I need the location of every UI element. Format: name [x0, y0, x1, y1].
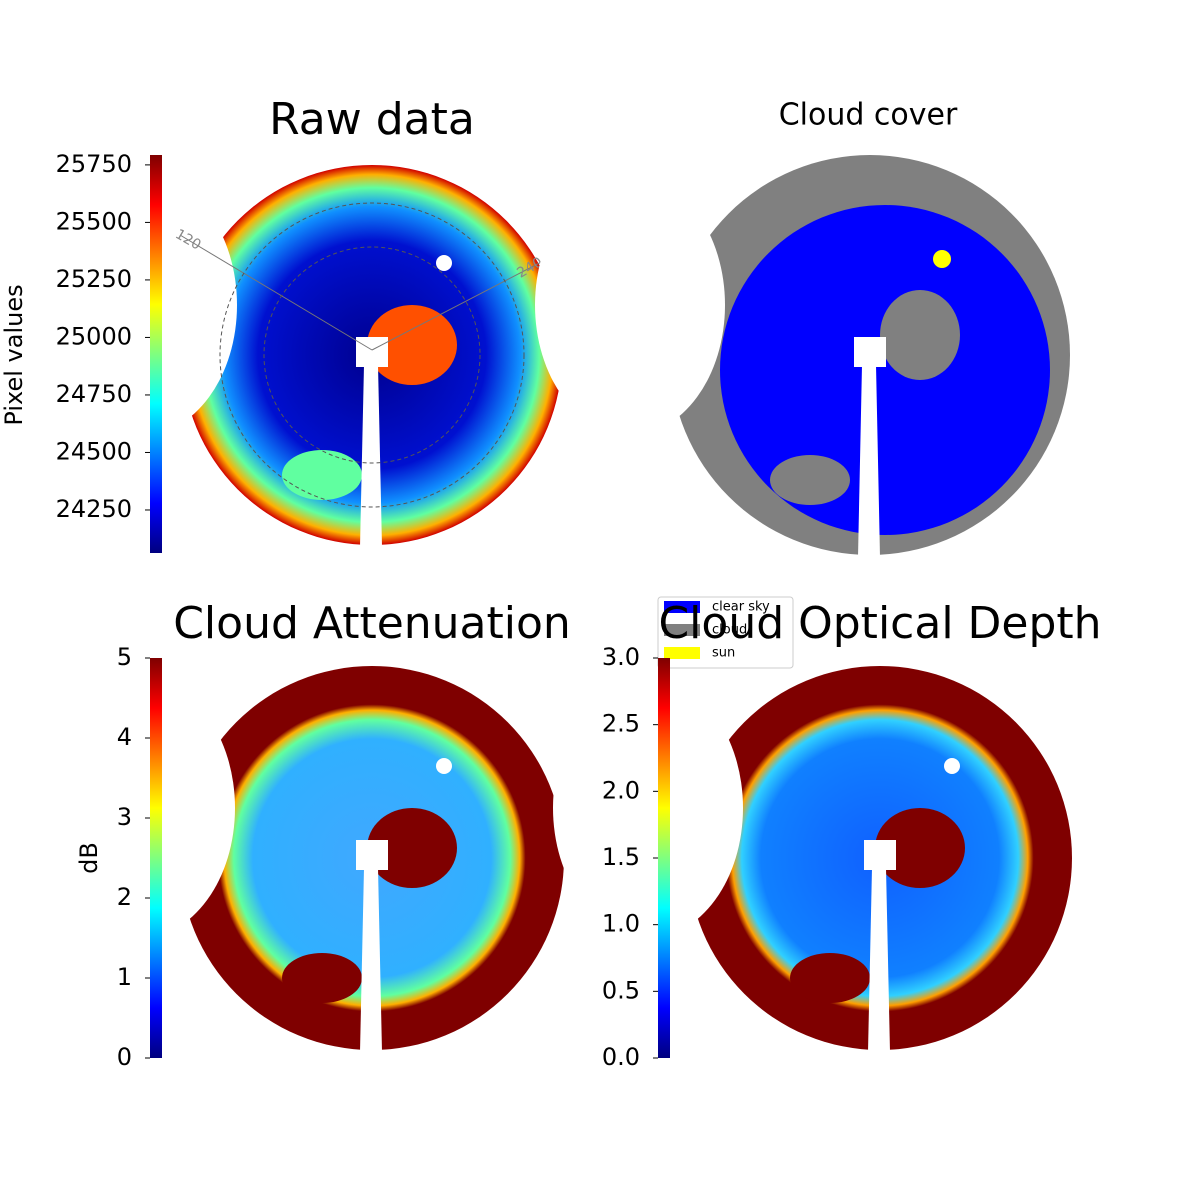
- colorbar-tick-label: 25000: [56, 322, 132, 350]
- mast-head: [864, 840, 896, 870]
- panel-title: Cloud Optical Depth: [658, 598, 1101, 649]
- colorbar-tick-label: 25500: [56, 207, 132, 235]
- legend-swatch: [664, 647, 700, 659]
- mast: [360, 365, 382, 547]
- colorbar-tick-label: 2.0: [602, 776, 640, 804]
- sun-spot: [436, 255, 452, 271]
- elevation-ring: [263, 246, 481, 464]
- colorbar-tick-label: 1.0: [602, 910, 640, 938]
- colorbar: [150, 155, 162, 553]
- occlusion: [553, 678, 743, 938]
- colorbar-tick-label: 3: [117, 803, 132, 831]
- azimuth-line: [179, 234, 373, 351]
- colorbar-tick-label: 0.0: [602, 1043, 640, 1071]
- colorbar-tick-label: 24250: [56, 495, 132, 523]
- legend-label: sun: [712, 646, 735, 661]
- sun-spot: [944, 758, 960, 774]
- colorbar-tick-label: 0: [117, 1043, 132, 1071]
- mast-head: [356, 840, 388, 870]
- cloud-region: [367, 808, 457, 888]
- cloud-region: [367, 305, 457, 385]
- cloud-region: [770, 455, 850, 505]
- mast-head: [854, 337, 886, 367]
- colorbar-tick-label: 24500: [56, 437, 132, 465]
- panel-title: Cloud Attenuation: [173, 598, 571, 649]
- mast: [858, 365, 880, 557]
- colorbar-tick-label: 1.5: [602, 843, 640, 871]
- cloud-region: [282, 953, 362, 1003]
- colorbar-tick-label: 2.5: [602, 710, 640, 738]
- sun-spot: [436, 758, 452, 774]
- colorbar-tick-label: 24750: [56, 380, 132, 408]
- cloud-region: [875, 808, 965, 888]
- cloud-region: [790, 953, 870, 1003]
- colorbar-tick-label: 25750: [56, 150, 132, 178]
- colorbar-tick-label: 4: [117, 723, 132, 751]
- occlusion: [47, 175, 237, 435]
- mast: [868, 868, 890, 1052]
- legend-swatch: [664, 624, 700, 636]
- colorbar-tick-label: 3.0: [602, 643, 640, 671]
- panel-title: Cloud cover: [779, 98, 958, 133]
- legend-label: cloud: [712, 623, 747, 638]
- colorbar-tick-label: 0.5: [602, 976, 640, 1004]
- azimuth-line: [371, 245, 573, 351]
- colorbar-tick-label: 1: [117, 963, 132, 991]
- occlusion: [45, 678, 235, 938]
- sun-spot: [933, 250, 951, 268]
- elevation-ring: [219, 202, 525, 508]
- cloud-region: [880, 290, 960, 380]
- colorbar-tick-label: 2: [117, 883, 132, 911]
- legend-swatch: [664, 601, 700, 613]
- colorbar: [150, 658, 162, 1058]
- legend-label: clear sky: [712, 600, 770, 615]
- colorbar: [658, 658, 670, 1058]
- panel-title: Raw data: [269, 94, 475, 145]
- colorbar-tick-label: 5: [117, 643, 132, 671]
- top-gap: [670, 153, 1070, 155]
- mast: [360, 868, 382, 1052]
- mast-head: [356, 337, 388, 367]
- cloud-region: [282, 450, 362, 500]
- clear-region: [720, 205, 1050, 535]
- colorbar-tick-label: 25250: [56, 265, 132, 293]
- colorbar-label: Pixel values: [0, 284, 28, 425]
- colorbar-label: dB: [75, 842, 103, 874]
- occlusion: [535, 175, 725, 435]
